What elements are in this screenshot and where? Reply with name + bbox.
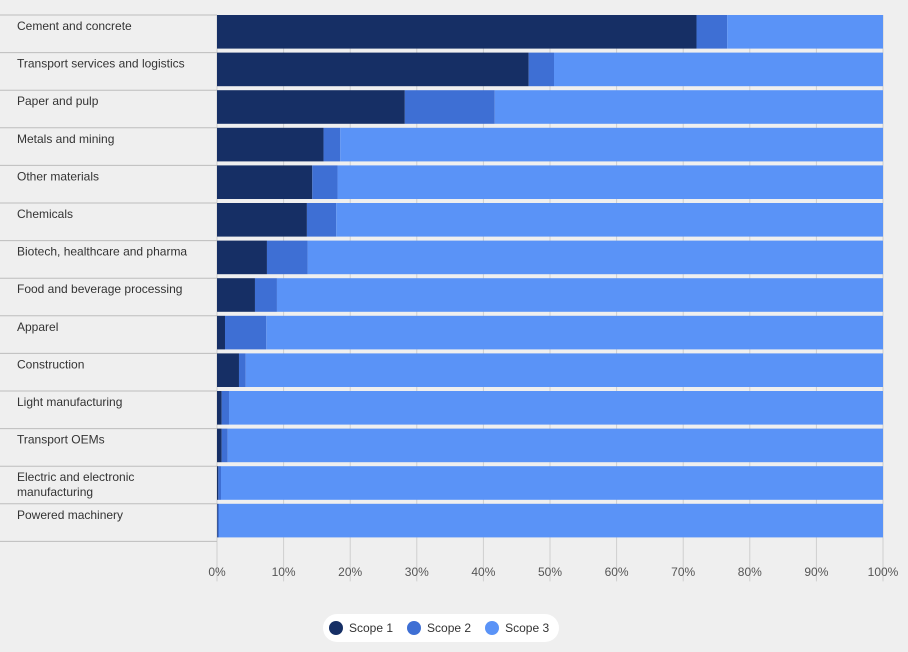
bar-segment-scope-1 (217, 428, 222, 463)
x-tick-label: 10% (272, 565, 296, 579)
legend-item-scope-1[interactable]: Scope 1 (329, 621, 393, 635)
bar-segment-scope-2 (238, 353, 246, 387)
x-tick-label: 60% (605, 565, 629, 579)
category-label: Food and beverage processing (17, 282, 182, 296)
bar-segment-scope-2 (323, 127, 341, 162)
bar-segment-scope-2 (218, 466, 221, 500)
bar-segment-scope-3 (266, 315, 883, 350)
bar-segment-scope-1 (217, 391, 222, 425)
bar-segment-scope-2 (221, 391, 229, 425)
x-tick-label: 30% (405, 565, 429, 579)
bar-segment-scope-2 (696, 15, 728, 49)
bar-segment-scope-3 (336, 203, 883, 237)
bar-segment-scope-1 (217, 353, 239, 387)
bar-segment-scope-2 (312, 165, 338, 199)
bar-segment-scope-1 (217, 278, 255, 312)
x-tick-label: 20% (338, 565, 362, 579)
bar-segment-scope-1 (217, 503, 218, 538)
legend-swatch (329, 621, 343, 635)
bar-segment-scope-3 (307, 240, 883, 275)
bar-segment-scope-2 (404, 90, 495, 124)
bar-segment-scope-3 (494, 90, 883, 124)
bar-segment-scope-1 (217, 240, 267, 275)
category-label: Construction (17, 357, 84, 371)
stacked-bar-chart: Cement and concrete Transport services an… (0, 14, 899, 582)
category-label: Electric and electronic manufacturing (17, 470, 134, 499)
category-label: Cement and concrete (17, 19, 132, 33)
bar-segment-scope-1 (217, 127, 324, 162)
category-label: Light manufacturing (17, 395, 122, 409)
bar-segment-scope-2 (224, 315, 267, 350)
bar-segment-scope-1 (217, 315, 225, 350)
bar-segment-scope-3 (337, 165, 883, 199)
bar-segment-scope-3 (727, 15, 883, 49)
bar-segment-scope-1 (217, 203, 307, 237)
bar-segment-scope-3 (553, 52, 883, 87)
category-label: Paper and pulp (17, 94, 99, 108)
x-tick-label: 80% (738, 565, 762, 579)
bar-segment-scope-3 (227, 428, 883, 463)
bar-segment-scope-3 (276, 278, 883, 312)
bar-segment-scope-3 (218, 503, 884, 538)
legend-item-scope-3[interactable]: Scope 3 (485, 621, 549, 635)
category-label: Transport services and logistics (17, 57, 185, 71)
x-tick-label: 50% (538, 565, 562, 579)
chart-legend: Scope 1 Scope 2 Scope 3 (323, 614, 560, 642)
legend-label: Scope 1 (349, 621, 394, 635)
bar-segment-scope-1 (217, 466, 219, 500)
bar-segment-scope-3 (228, 391, 883, 425)
bar-segment-scope-2 (254, 278, 277, 312)
category-label: Metals and mining (17, 132, 114, 146)
bar-segment-scope-1 (217, 52, 529, 87)
bar-segment-scope-1 (217, 165, 313, 199)
category-label: Other materials (17, 169, 99, 183)
bar-segment-scope-2 (528, 52, 554, 87)
bar-segment-scope-1 (217, 90, 405, 124)
category-label: Chemicals (17, 207, 73, 221)
bar-segment-scope-2 (221, 428, 228, 463)
category-label: Powered machinery (17, 508, 123, 522)
category-label: Biotech, healthcare and pharma (17, 245, 187, 259)
bar-segment-scope-3 (340, 127, 884, 162)
legend-swatch (485, 621, 500, 635)
x-tick-label: 40% (471, 565, 495, 579)
legend-item-scope-2[interactable]: Scope 2 (407, 621, 471, 635)
legend-swatch (407, 621, 422, 635)
x-tick-label: 0% (208, 565, 226, 579)
bar-segment-scope-2 (306, 203, 337, 237)
category-label: Transport OEMs (17, 433, 105, 447)
category-label: Apparel (17, 320, 58, 334)
bar-segment-scope-2 (266, 240, 308, 275)
x-tick-label: 100% (868, 565, 899, 579)
legend-label: Scope 2 (427, 621, 472, 635)
bar-segment-scope-1 (217, 15, 697, 49)
x-tick-label: 70% (671, 565, 695, 579)
x-tick-label: 90% (804, 565, 828, 579)
bar-segment-scope-3 (245, 353, 883, 387)
bar-segment-scope-2 (217, 503, 219, 538)
legend-label: Scope 3 (505, 621, 550, 635)
bar-segment-scope-3 (220, 466, 884, 500)
